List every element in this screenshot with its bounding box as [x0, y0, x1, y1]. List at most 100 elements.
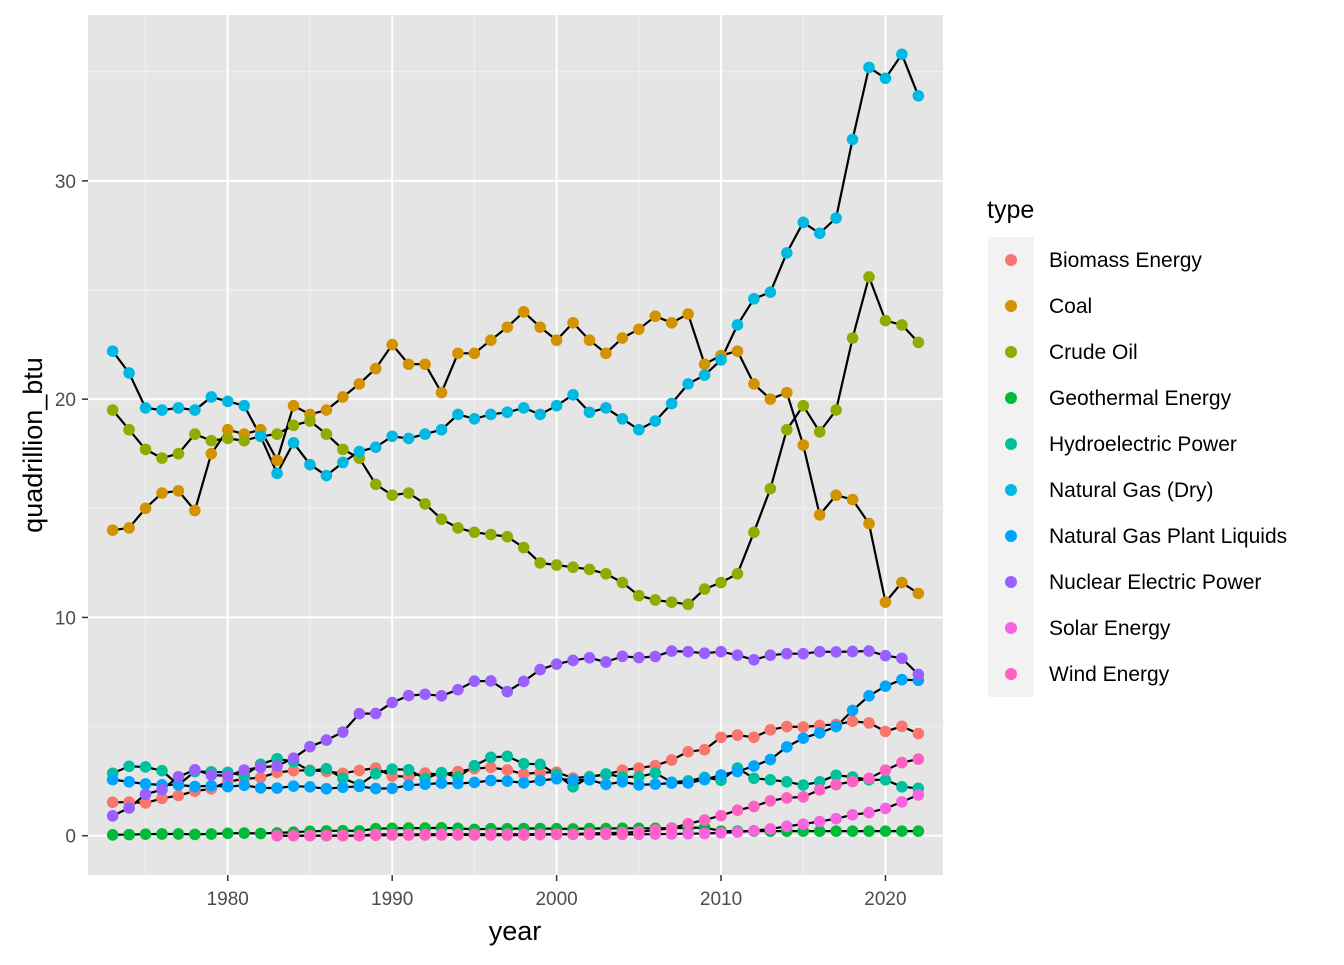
- legend-label: Solar Energy: [1049, 617, 1171, 640]
- series-points: [106, 48, 925, 842]
- data-point-natural-gas-dry: [287, 437, 300, 449]
- data-point-biomass-energy: [254, 771, 267, 784]
- data-point-geothermal-energy: [172, 828, 185, 840]
- data-point-biomass-energy: [863, 717, 875, 729]
- data-point-natural-gas-dry: [731, 319, 744, 331]
- legend-key-background: [988, 237, 1034, 697]
- data-point-natural-gas-dry: [353, 445, 366, 458]
- data-point-crude-oil: [123, 423, 135, 436]
- data-point-natural-gas-plant-liquids: [583, 774, 596, 786]
- data-point-nuclear-electric-power: [698, 647, 711, 660]
- data-point-hydroelectric-power: [633, 770, 645, 783]
- data-point-biomass-energy: [764, 724, 777, 736]
- data-point-coal: [221, 423, 234, 436]
- data-point-wind-energy: [616, 826, 629, 839]
- data-point-solar-energy: [846, 808, 859, 821]
- data-point-crude-oil: [797, 399, 810, 412]
- data-point-natural-gas-dry: [106, 345, 119, 357]
- data-point-coal: [682, 308, 694, 320]
- data-point-hydroelectric-power: [485, 751, 497, 764]
- legend-title: type: [987, 196, 1034, 224]
- data-point-solar-energy: [830, 812, 842, 825]
- data-point-crude-oil: [304, 415, 316, 427]
- data-point-nuclear-electric-power: [452, 683, 464, 696]
- data-point-crude-oil: [896, 319, 908, 331]
- data-point-natural-gas-plant-liquids: [764, 753, 777, 766]
- data-point-crude-oil: [846, 332, 859, 344]
- data-point-nuclear-electric-power: [402, 689, 415, 702]
- data-point-crude-oil: [682, 598, 694, 611]
- data-point-hydroelectric-power: [501, 750, 514, 763]
- data-point-nuclear-electric-power: [846, 645, 859, 658]
- data-point-crude-oil: [748, 526, 760, 539]
- data-point-hydroelectric-power: [879, 774, 892, 786]
- series-line-wind-energy: [277, 758, 919, 837]
- data-point-natural-gas-plant-liquids: [337, 781, 349, 794]
- legend-label: Nuclear Electric Power: [1049, 571, 1261, 594]
- data-point-nuclear-electric-power: [813, 645, 826, 658]
- data-point-natural-gas-dry: [534, 408, 546, 421]
- data-point-wind-energy: [715, 809, 727, 822]
- data-point-nuclear-electric-power: [600, 656, 612, 668]
- data-point-natural-gas-dry: [468, 413, 481, 425]
- data-point-biomass-energy: [748, 731, 760, 744]
- data-point-nuclear-electric-power: [649, 650, 662, 663]
- data-point-wind-energy: [369, 829, 382, 842]
- data-point-solar-energy: [698, 827, 711, 840]
- y-tick-label: 30: [55, 172, 76, 193]
- data-point-natural-gas-dry: [402, 432, 415, 445]
- data-point-crude-oil: [468, 526, 481, 539]
- data-point-nuclear-electric-power: [764, 649, 777, 661]
- data-point-crude-oil: [156, 452, 168, 464]
- data-point-natural-gas-plant-liquids: [189, 780, 201, 793]
- data-point-geothermal-energy: [205, 828, 218, 840]
- data-point-natural-gas-plant-liquids: [435, 777, 448, 789]
- data-point-nuclear-electric-power: [780, 647, 793, 660]
- data-point-natural-gas-plant-liquids: [846, 704, 859, 717]
- data-point-natural-gas-plant-liquids: [863, 689, 875, 702]
- data-point-hydroelectric-power: [830, 769, 842, 782]
- y-axis-title: quadrillion_btu: [18, 357, 48, 533]
- data-point-biomass-energy: [172, 789, 185, 802]
- data-point-hydroelectric-power: [649, 767, 662, 779]
- legend-label: Geothermal Energy: [1049, 387, 1232, 410]
- data-point-natural-gas-dry: [123, 367, 135, 379]
- data-point-solar-energy: [731, 826, 744, 838]
- data-point-wind-energy: [534, 828, 546, 841]
- data-point-biomass-energy: [896, 720, 908, 733]
- data-point-geothermal-energy: [813, 825, 826, 837]
- data-point-natural-gas-dry: [386, 430, 398, 443]
- data-point-hydroelectric-power: [304, 765, 316, 777]
- data-point-hydroelectric-power: [156, 764, 168, 777]
- data-point-geothermal-energy: [863, 825, 875, 837]
- data-point-crude-oil: [419, 498, 431, 510]
- data-point-natural-gas-plant-liquids: [123, 775, 135, 788]
- data-point-coal: [468, 347, 481, 360]
- data-point-crude-oil: [879, 314, 892, 327]
- data-point-wind-energy: [419, 829, 431, 841]
- data-point-coal: [189, 504, 201, 517]
- data-point-natural-gas-dry: [550, 399, 563, 412]
- data-point-natural-gas-plant-liquids: [369, 782, 382, 795]
- data-point-coal: [287, 399, 300, 412]
- data-point-crude-oil: [369, 478, 382, 491]
- data-point-wind-energy: [485, 829, 497, 841]
- data-point-wind-energy: [665, 822, 678, 835]
- data-point-natural-gas-dry: [912, 89, 925, 102]
- legend-label: Crude Oil: [1049, 341, 1138, 364]
- data-point-natural-gas-plant-liquids: [452, 777, 464, 790]
- data-point-natural-gas-plant-liquids: [534, 774, 546, 787]
- data-point-natural-gas-dry: [896, 48, 908, 61]
- data-point-nuclear-electric-power: [715, 645, 727, 658]
- data-point-hydroelectric-power: [534, 758, 546, 771]
- data-point-hydroelectric-power: [139, 761, 152, 773]
- data-point-hydroelectric-power: [797, 779, 810, 791]
- data-point-wind-energy: [764, 794, 777, 807]
- data-point-crude-oil: [764, 482, 777, 495]
- data-point-biomass-energy: [879, 725, 892, 738]
- data-point-hydroelectric-power: [748, 772, 760, 785]
- data-point-nuclear-electric-power: [221, 770, 234, 782]
- data-point-natural-gas-plant-liquids: [550, 772, 563, 785]
- data-point-natural-gas-plant-liquids: [386, 782, 398, 795]
